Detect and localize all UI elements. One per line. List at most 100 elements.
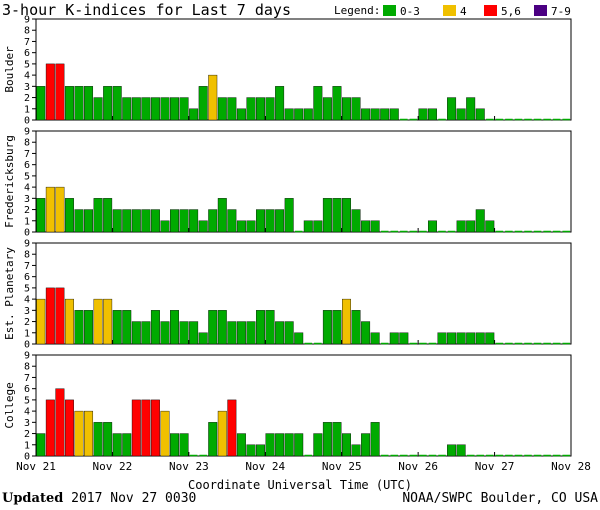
k-bar — [361, 433, 371, 457]
k-bar — [399, 332, 409, 345]
x-tick-label: Nov 21 — [16, 460, 56, 473]
y-tick-label: 1 — [24, 440, 30, 451]
k-bar — [198, 220, 208, 233]
y-tick-label: 8 — [24, 250, 30, 261]
legend-swatch — [534, 5, 547, 16]
station-label: Fredericksburg — [3, 135, 16, 228]
k-bar — [284, 433, 294, 457]
k-bar — [313, 433, 323, 457]
k-bar — [380, 108, 390, 121]
k-bar — [342, 97, 351, 121]
k-bar — [370, 108, 380, 121]
k-bar — [246, 220, 256, 233]
k-bar — [418, 108, 428, 121]
y-tick-label: 5 — [24, 283, 30, 294]
k-bar — [74, 310, 84, 345]
k-bar — [179, 97, 189, 121]
y-tick-label: 4 — [24, 71, 30, 82]
station-label: Boulder — [3, 46, 16, 93]
y-tick-label: 6 — [24, 160, 30, 171]
y-tick-label: 2 — [24, 429, 30, 440]
k-bar — [227, 321, 237, 345]
k-bar — [131, 209, 141, 233]
k-bar — [313, 86, 323, 121]
y-tick-label: 0 — [24, 452, 30, 463]
k-bar — [456, 108, 466, 121]
k-bar — [246, 444, 256, 457]
k-bar — [342, 298, 351, 345]
k-bar — [84, 209, 94, 233]
k-bar — [322, 97, 332, 121]
k-bar — [189, 108, 199, 121]
k-bar — [447, 332, 457, 345]
y-tick-label: 3 — [24, 306, 30, 317]
k-bar — [160, 410, 170, 457]
k-bar — [227, 209, 237, 233]
k-bar — [217, 97, 227, 121]
k-bar — [437, 332, 447, 345]
k-bar — [189, 321, 199, 345]
y-tick-label: 1 — [24, 104, 30, 115]
k-bar — [112, 433, 122, 457]
k-bar — [64, 298, 74, 345]
k-bar — [236, 220, 246, 233]
y-tick-label: 1 — [24, 216, 30, 227]
chart-title: 3-hour K-indices for Last 7 days — [2, 1, 291, 19]
k-bar — [322, 422, 332, 457]
k-bar — [475, 108, 485, 121]
k-bar — [208, 209, 218, 233]
updated-value: 2017 Nov 27 0030 — [71, 491, 197, 506]
k-bar — [322, 310, 332, 345]
k-bar — [447, 444, 457, 457]
k-bar — [275, 86, 285, 121]
k-bar — [170, 97, 180, 121]
k-bar — [170, 433, 180, 457]
k-bar — [236, 321, 246, 345]
k-bar — [122, 209, 132, 233]
k-bar — [150, 97, 160, 121]
y-tick-label: 0 — [24, 228, 30, 239]
legend-entry-label: 0-3 — [400, 5, 420, 18]
k-bar — [236, 108, 246, 121]
x-tick-label: Nov 26 — [398, 460, 438, 473]
x-axis: Nov 21 Nov 22 Nov 23 Nov 24 Nov 25 Nov 26 Nov … — [16, 460, 591, 473]
k-bar — [198, 86, 208, 121]
k-bar — [217, 310, 227, 345]
y-tick-label: 7 — [24, 261, 30, 272]
k-bar — [275, 209, 285, 233]
k-bar — [475, 209, 485, 233]
k-bar — [55, 63, 65, 121]
x-tick-label: Nov 23 — [169, 460, 209, 473]
k-bar — [141, 321, 151, 345]
k-bar — [227, 97, 237, 121]
k-bar — [294, 433, 304, 457]
k-bar — [256, 310, 265, 345]
k-bar — [256, 444, 265, 457]
x-tick-label: Nov 22 — [93, 460, 133, 473]
k-bar — [256, 97, 265, 121]
k-bar — [284, 321, 294, 345]
y-tick-label: 1 — [24, 328, 30, 339]
k-bar — [208, 310, 218, 345]
y-tick-label: 4 — [24, 183, 30, 194]
k-bar — [93, 97, 103, 121]
y-tick-label: 6 — [24, 48, 30, 59]
updated-label: Updated — [2, 491, 64, 506]
k-bar — [112, 310, 122, 345]
k-bar — [466, 220, 476, 233]
k-bar — [131, 97, 141, 121]
station-label: Est. Planetary — [3, 247, 16, 340]
y-tick-label: 7 — [24, 149, 30, 160]
k-bar — [74, 410, 84, 457]
y-tick-label: 9 — [24, 239, 30, 250]
k-bar — [74, 86, 84, 121]
legend: Legend: 0-3 4 5,6 7-9 — [334, 4, 571, 18]
x-tick-label: Nov 24 — [245, 460, 285, 473]
k-bar — [150, 399, 160, 457]
legend-entry-label: 7-9 — [551, 5, 571, 18]
k-bar — [189, 209, 199, 233]
k-bar — [179, 209, 189, 233]
k-bar — [45, 287, 55, 345]
